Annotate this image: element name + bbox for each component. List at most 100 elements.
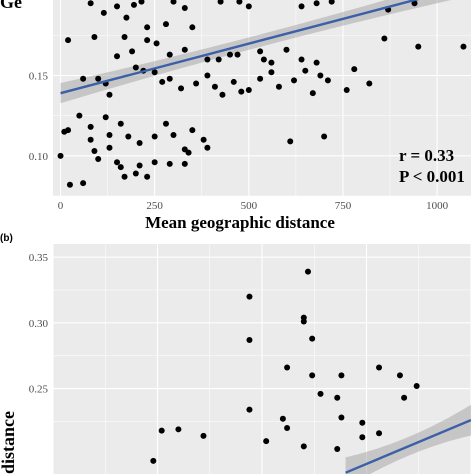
data-point [291, 77, 298, 84]
data-point [144, 24, 151, 31]
data-point [130, 1, 137, 8]
data-point [396, 372, 403, 379]
data-point [87, 136, 94, 143]
data-point [91, 148, 98, 155]
data-point [151, 69, 158, 76]
data-point [106, 131, 113, 138]
data-point [234, 51, 241, 58]
data-point [189, 24, 196, 31]
data-point [136, 139, 143, 146]
data-point [151, 159, 158, 166]
y-tick-label: 0.35 [29, 252, 49, 264]
data-point [189, 127, 196, 134]
data-point [114, 53, 121, 60]
data-point [95, 156, 102, 163]
data-point [236, 0, 243, 5]
data-point [66, 181, 73, 188]
panel-b-points [150, 268, 420, 464]
data-point [317, 390, 324, 397]
data-point [87, 123, 94, 130]
data-point [309, 90, 316, 97]
data-point [57, 152, 64, 159]
data-point [121, 173, 128, 180]
data-point [238, 88, 245, 95]
data-point [65, 37, 72, 44]
data-point [129, 48, 136, 55]
data-point [366, 80, 373, 87]
data-point [87, 0, 94, 7]
data-point [268, 59, 275, 66]
data-point [144, 37, 151, 44]
data-point [204, 56, 211, 63]
data-point [91, 33, 98, 40]
data-point [204, 144, 211, 151]
data-point [317, 72, 324, 79]
data-point [102, 114, 109, 121]
data-point [313, 0, 320, 7]
regression-line [60, 0, 420, 95]
panel-a-y-axis-title: Ge [0, 0, 22, 12]
data-point [166, 51, 173, 58]
data-point [226, 51, 233, 58]
y-tick-label: 0.30 [29, 318, 49, 330]
data-point [95, 75, 102, 82]
data-point [175, 426, 182, 433]
x-tick-label: 1000 [426, 200, 449, 212]
x-tick-label: 750 [335, 200, 352, 212]
data-point [321, 133, 328, 140]
data-point [181, 46, 188, 53]
data-point [132, 64, 139, 71]
y-tick-label: 0.15 [29, 71, 49, 83]
panel-a-points [57, 0, 467, 188]
data-point [376, 430, 383, 437]
regression-line [345, 419, 471, 474]
data-point [114, 3, 121, 10]
x-tick-label: 0 [58, 200, 64, 212]
data-point [65, 127, 72, 134]
confidence-band [345, 404, 471, 474]
data-point [158, 427, 165, 434]
data-point [298, 3, 305, 10]
y-tick-label: 0.10 [29, 151, 49, 163]
data-point [246, 406, 253, 413]
data-point [193, 80, 200, 87]
data-point [338, 372, 345, 379]
data-point [268, 69, 275, 76]
data-point [219, 91, 226, 98]
data-point [200, 136, 207, 143]
panel-b-tick-labels: 0.25 0.30 0.35 [29, 252, 49, 395]
data-point [351, 66, 358, 73]
data-point [153, 40, 160, 47]
data-point [211, 83, 218, 90]
data-point [121, 33, 128, 40]
data-point [328, 0, 335, 5]
panel-a-grid [53, 0, 471, 197]
data-point [114, 159, 121, 166]
data-point [138, 0, 145, 5]
data-point [217, 0, 224, 5]
data-point [117, 164, 124, 171]
data-point [170, 0, 177, 5]
data-point [260, 56, 267, 63]
data-point [80, 75, 87, 82]
data-point [338, 414, 345, 421]
data-point [343, 86, 350, 93]
data-point [246, 336, 253, 343]
data-point [166, 75, 173, 82]
data-point [300, 443, 307, 450]
data-point [298, 56, 305, 63]
data-point [162, 120, 169, 127]
data-point [123, 14, 130, 21]
panel-b-y-axis-title: distance [0, 411, 18, 474]
data-point [162, 21, 169, 28]
data-point [117, 120, 124, 127]
data-point [144, 173, 151, 180]
data-point [359, 434, 366, 441]
data-point [334, 446, 341, 453]
data-point [257, 48, 264, 55]
data-point [263, 438, 270, 445]
data-point [106, 91, 113, 98]
data-point [166, 160, 173, 167]
data-point [284, 425, 291, 431]
